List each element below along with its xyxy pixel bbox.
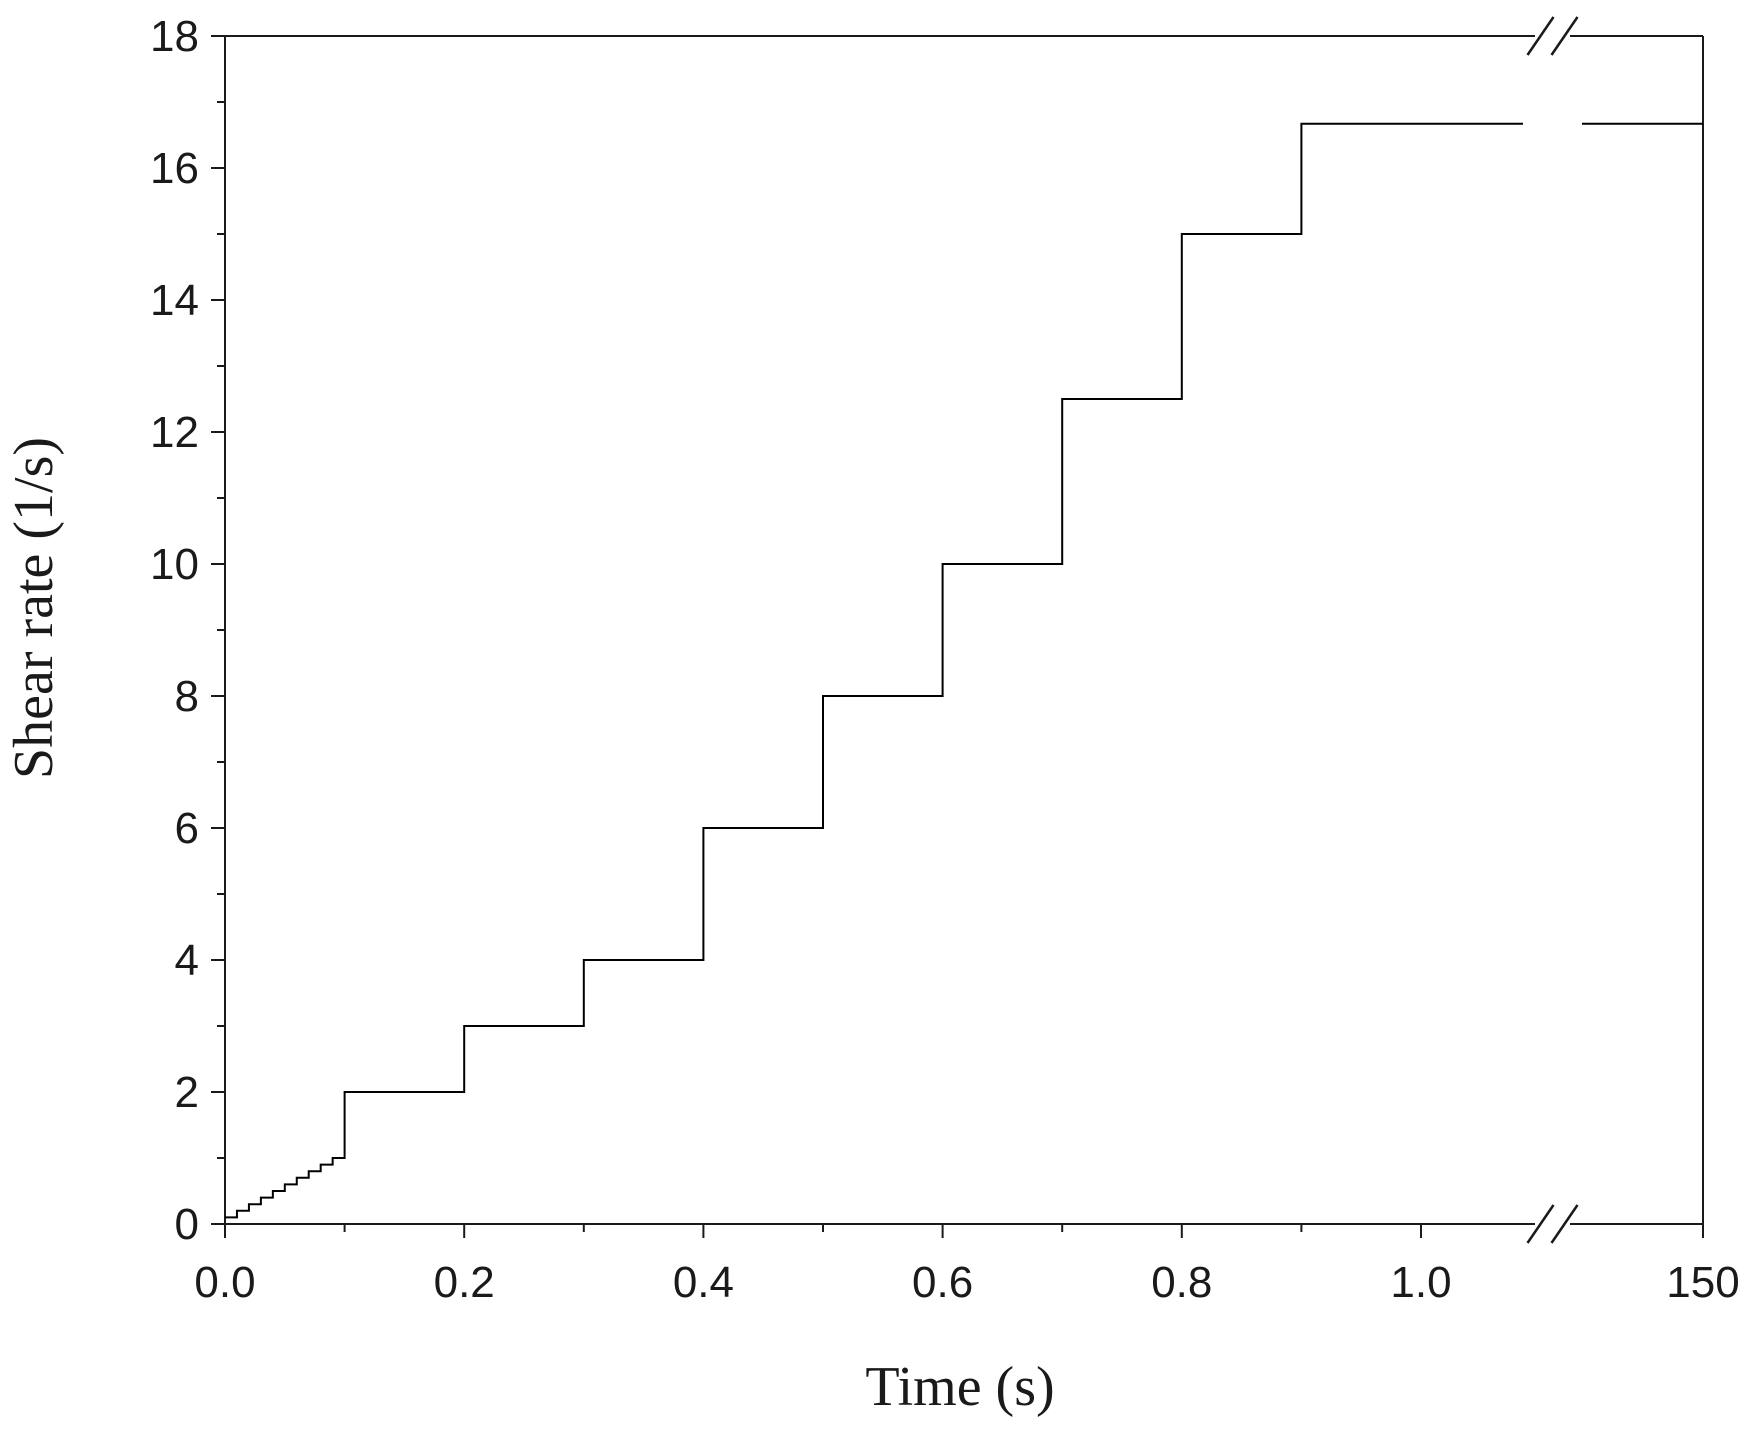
top-break-slash-1 xyxy=(1526,16,1555,56)
axes xyxy=(224,35,1704,1225)
y-axis-title: Shear rate (1/s) xyxy=(3,437,65,779)
bottom-break-slash-2 xyxy=(1550,1204,1579,1244)
y-tick-label: 6 xyxy=(175,804,199,853)
x-tick-label: 0.8 xyxy=(1151,1258,1212,1307)
y-tick-label: 18 xyxy=(150,12,199,61)
bottom-break-slash-1 xyxy=(1526,1204,1555,1244)
y-tick-label: 14 xyxy=(150,276,199,325)
x-axis-title: Time (s) xyxy=(865,1356,1054,1418)
x-tick-label: 150 xyxy=(1666,1258,1739,1307)
series-layer xyxy=(225,122,1703,1219)
y-tick-label: 2 xyxy=(175,1068,199,1117)
series-line xyxy=(225,122,1523,1219)
x-tick-label: 0.6 xyxy=(912,1258,973,1307)
top-break-slash-2 xyxy=(1550,16,1579,56)
x-tick-label: 1.0 xyxy=(1390,1258,1451,1307)
y-tick-label: 12 xyxy=(150,408,199,457)
y-tick-label: 10 xyxy=(150,540,199,589)
y-tick-label: 8 xyxy=(175,672,199,721)
axis-break-markers xyxy=(1526,16,1579,1244)
y-tick-label: 0 xyxy=(175,1200,199,1249)
y-tick-label: 4 xyxy=(175,936,199,985)
x-tick-label: 0.2 xyxy=(434,1258,495,1307)
ticks: 0 2 4 6 8 10 12 14 16 18 0.0 0.2 0.4 0.6 0.8 1.0 150 xyxy=(150,12,1740,1307)
y-tick-label: 16 xyxy=(150,144,199,193)
x-tick-label: 0.4 xyxy=(673,1258,734,1307)
x-tick-label: 0.0 xyxy=(194,1258,255,1307)
